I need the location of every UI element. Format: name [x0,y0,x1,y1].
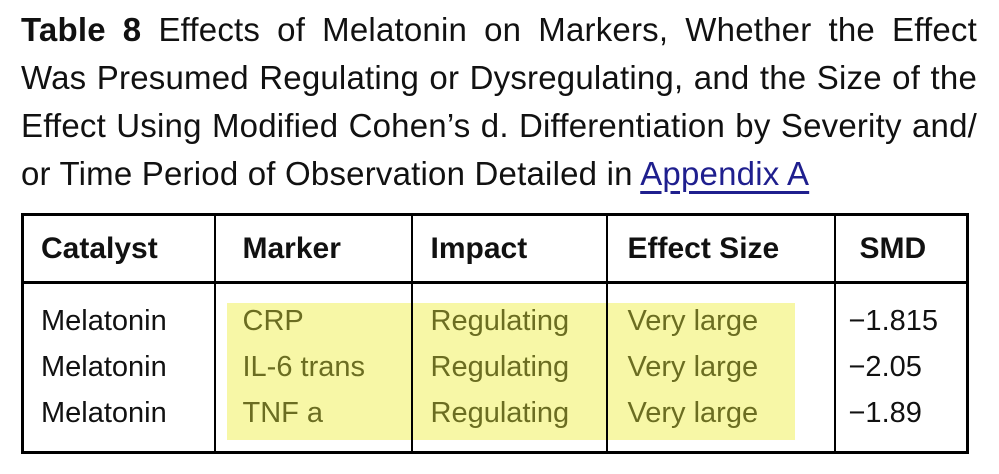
table-number-label: Table 8 [21,11,142,48]
cell-effect-size: Very large [605,390,835,453]
column-header-marker: Marker [213,214,412,284]
effects-table: Catalyst Marker Impact Effect Size SMD M… [21,213,969,454]
table-row: Melatonin TNF a Regulating Very large −1… [23,390,968,453]
caption-line-1: Table 8 Effects of Melatonin on Markers,… [21,6,977,54]
header-row: Catalyst Marker Impact Effect Size SMD [22,214,968,284]
caption-line-2: Was Presumed Regulating or Dysregulating… [21,59,977,96]
cell-impact: Regulating [410,390,607,453]
cell-catalyst: Melatonin [41,396,167,429]
cell-catalyst: Melatonin [41,304,167,337]
cell-marker: CRP [213,282,412,344]
caption-line-4-text: or Time Period of Observation Detailed i… [21,155,641,192]
caption-line-3: Effect Using Modified Cohen’s d. Differe… [21,107,977,144]
column-header-smd: SMD [833,214,968,284]
cell-impact: Regulating [410,282,607,344]
column-header-impact: Impact [410,214,607,284]
cell-smd: −1.89 [833,390,968,453]
column-header-effect-size: Effect Size [605,214,835,284]
cell-marker: IL-6 trans [213,344,412,390]
cell-marker: TNF a [213,390,412,453]
cell-smd: −1.815 [833,282,968,344]
caption-line-4: or Time Period of Observation Detailed i… [21,150,977,198]
table-row: Melatonin CRP Regulating Very large −1.8… [23,282,968,344]
cell-impact: Regulating [410,344,607,390]
cell-catalyst: Melatonin [41,350,167,383]
table-caption: Table 8 Effects of Melatonin on Markers,… [21,6,977,198]
column-header-catalyst: Catalyst [22,214,215,284]
cell-smd: −2.05 [833,344,968,390]
cell-effect-size: Very large [605,282,835,344]
appendix-a-link[interactable]: Appendix A [640,155,810,192]
table-row: Melatonin IL-6 trans Regulating Very lar… [23,344,968,390]
caption-line-1-text: Effects of Melatonin on Markers, Whether… [141,11,977,48]
cell-effect-size: Very large [605,344,835,390]
effects-table-container: Catalyst Marker Impact Effect Size SMD M… [21,213,969,456]
